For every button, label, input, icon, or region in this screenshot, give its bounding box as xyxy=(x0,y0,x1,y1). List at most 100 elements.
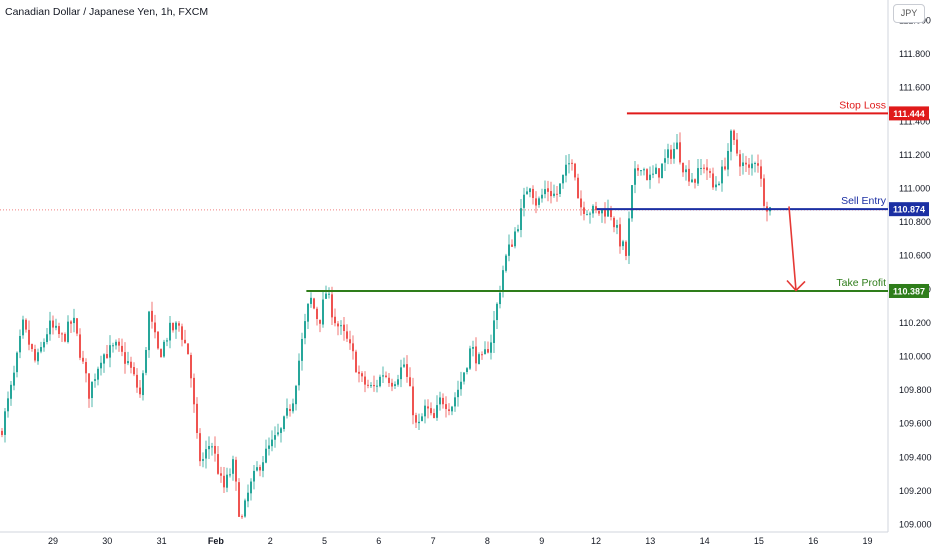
x-tick-label: 29 xyxy=(48,536,58,546)
candle-body xyxy=(520,208,522,231)
level-name: Sell Entry xyxy=(841,195,887,207)
x-tick-label: 8 xyxy=(485,536,490,546)
candle-body xyxy=(508,244,510,256)
candle-body xyxy=(157,331,159,349)
candle-body xyxy=(289,408,291,411)
candle-body xyxy=(544,189,546,195)
candle-body xyxy=(274,435,276,440)
candle-body xyxy=(220,473,222,476)
candle-body xyxy=(181,326,183,340)
candle-body xyxy=(373,385,375,387)
price-badge xyxy=(889,106,929,121)
candle-body xyxy=(397,379,399,385)
candle-body xyxy=(439,397,441,405)
candle-body xyxy=(166,340,168,342)
price-badge xyxy=(889,202,929,217)
candle-body xyxy=(667,149,669,158)
candle-body xyxy=(499,292,501,305)
candle-body xyxy=(466,368,468,372)
candle-body xyxy=(415,415,417,423)
currency-button[interactable]: JPY xyxy=(893,4,925,23)
candle-body xyxy=(424,405,426,417)
candle-body xyxy=(319,319,321,324)
candle-body xyxy=(496,303,498,321)
candle-body xyxy=(583,207,585,214)
candle-body xyxy=(406,364,408,377)
candle-body xyxy=(469,348,471,369)
candle-body xyxy=(595,206,597,211)
candle-body xyxy=(427,406,429,409)
candle-body xyxy=(361,373,363,377)
candle-body xyxy=(145,349,147,373)
candle-body xyxy=(262,462,264,471)
candle-body xyxy=(208,445,210,450)
y-tick-label: 109.400 xyxy=(899,452,932,462)
candle-body xyxy=(331,294,333,318)
candle-body xyxy=(211,446,213,448)
candle-body xyxy=(445,404,447,410)
candle-body xyxy=(205,449,207,459)
candle-body xyxy=(400,367,402,380)
candle-body xyxy=(643,169,645,171)
candle-body xyxy=(214,445,216,454)
candle-body xyxy=(163,341,165,357)
candle-body xyxy=(625,241,627,257)
candle-body xyxy=(43,342,45,348)
y-tick-label: 111.000 xyxy=(899,184,930,194)
candle-body xyxy=(553,193,555,196)
candle-body xyxy=(409,377,411,387)
candle-body xyxy=(187,343,189,355)
candle-body xyxy=(232,459,234,474)
price-badge xyxy=(889,283,929,298)
x-tick-label: 7 xyxy=(431,536,436,546)
candle-body xyxy=(160,349,162,358)
candle-body xyxy=(382,375,384,377)
price-badge-label: 110.387 xyxy=(893,286,925,296)
x-tick-label: 14 xyxy=(700,536,710,546)
candle-body xyxy=(742,162,744,167)
candle-body xyxy=(322,299,324,325)
y-tick-label: 110.800 xyxy=(899,217,931,227)
candle-body xyxy=(724,166,726,170)
x-tick-label: 16 xyxy=(808,536,818,546)
candle-body xyxy=(640,170,642,172)
candle-body xyxy=(604,209,606,217)
candle-body xyxy=(94,379,96,381)
candle-body xyxy=(280,428,282,433)
candle-body xyxy=(229,474,231,476)
y-tick-label: 109.800 xyxy=(899,385,932,395)
candle-body xyxy=(739,154,741,167)
candle-body xyxy=(526,191,528,195)
candle-body xyxy=(622,241,624,247)
candle-body xyxy=(70,321,72,324)
candle-body xyxy=(451,406,453,412)
y-tick-label: 111.400 xyxy=(899,116,930,126)
candle-body xyxy=(547,188,549,192)
candle-body xyxy=(298,360,300,386)
candle-body xyxy=(745,162,747,165)
candle-body xyxy=(169,322,171,341)
candle-body xyxy=(655,167,657,174)
candle-body xyxy=(19,335,21,353)
candle-body xyxy=(718,183,720,186)
candle-body xyxy=(199,433,201,462)
candle-body xyxy=(340,325,342,327)
candle-body xyxy=(577,177,579,199)
candle-body xyxy=(109,345,111,358)
candle-body xyxy=(511,244,513,247)
candle-body xyxy=(700,167,702,169)
candle-body xyxy=(610,209,612,218)
candle-body xyxy=(250,481,252,494)
candle-body xyxy=(532,188,534,198)
price-badge-label: 111.444 xyxy=(893,109,925,119)
x-tick-label: Feb xyxy=(208,536,225,546)
candle-body xyxy=(106,354,108,359)
candle-body xyxy=(412,386,414,416)
candle-body xyxy=(184,339,186,344)
candle-body xyxy=(658,168,660,178)
candle-body xyxy=(73,317,75,324)
candle-body xyxy=(430,408,432,414)
candle-body xyxy=(268,445,270,449)
candle-body xyxy=(34,349,36,361)
